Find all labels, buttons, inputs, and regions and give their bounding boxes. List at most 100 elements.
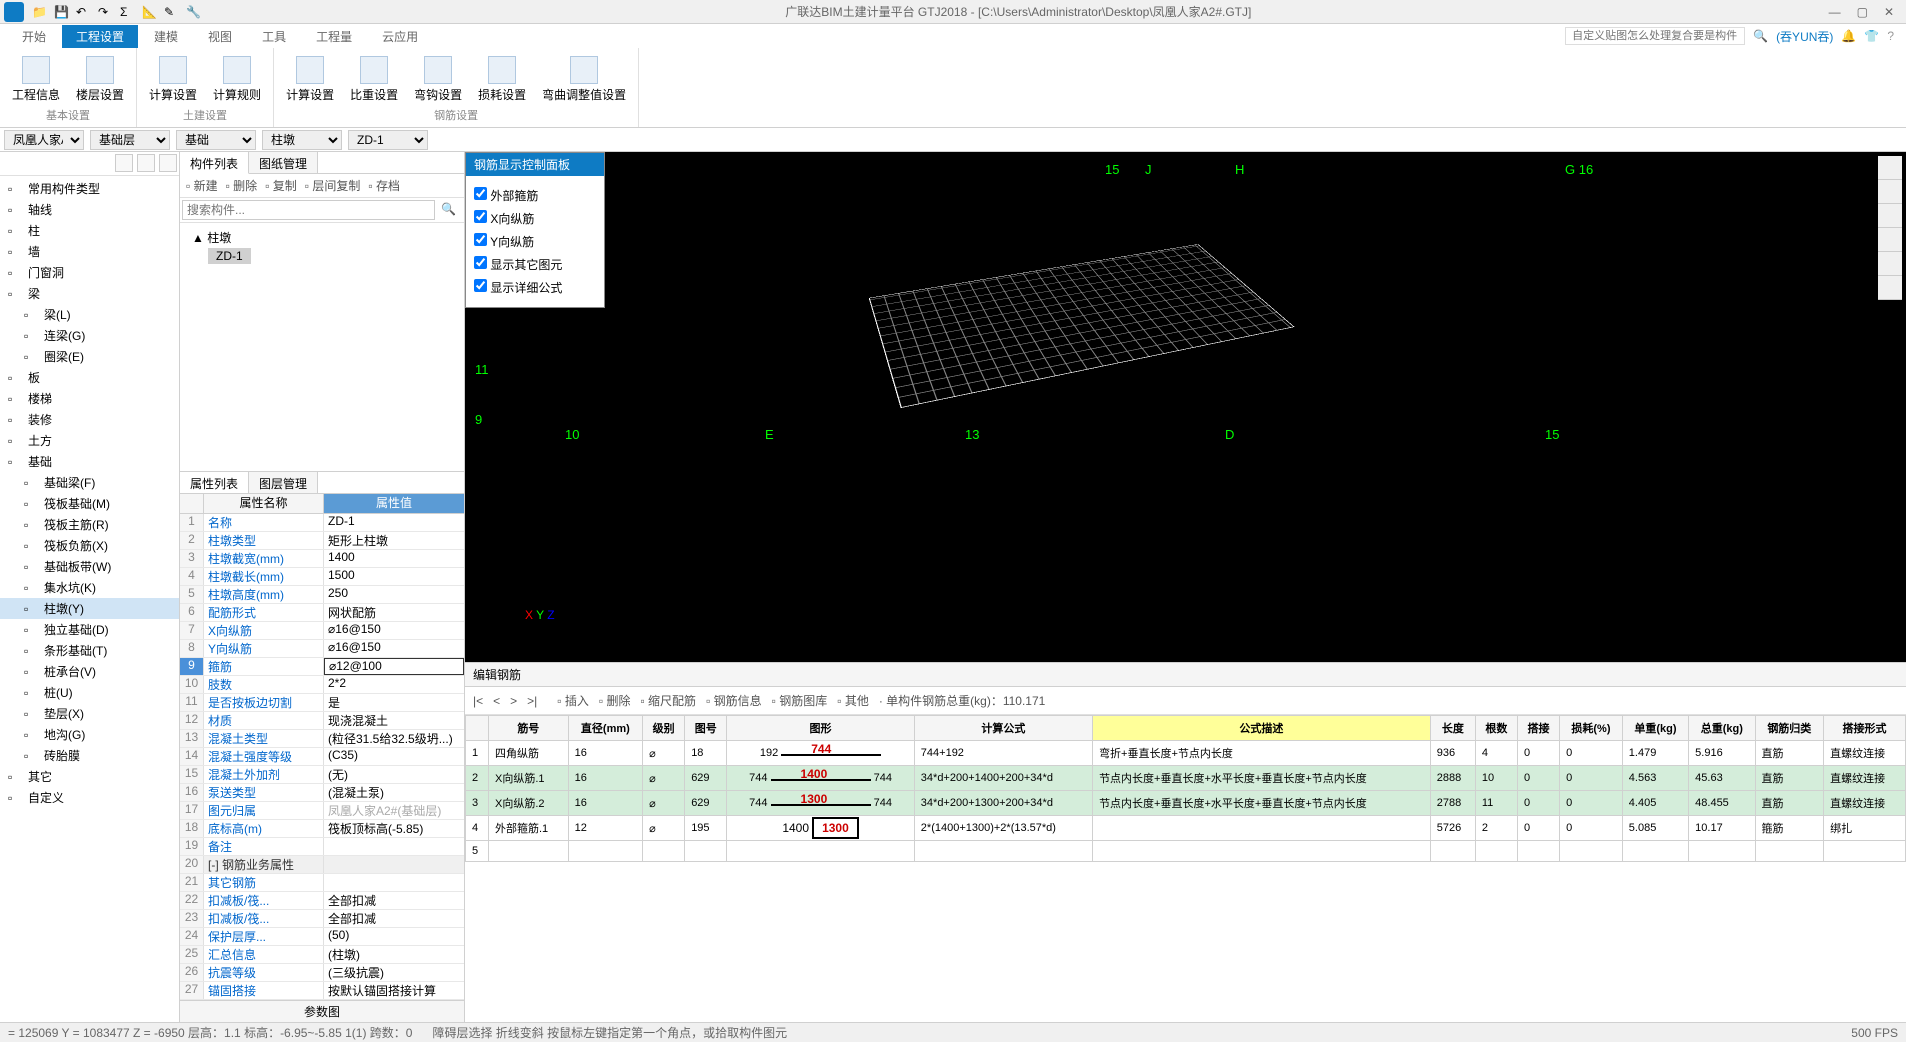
rebar-row[interactable]: 2X向纵筋.116⌀629744 1400 74434*d+200+1400+2… <box>466 766 1906 791</box>
prop-row[interactable]: 6配筋形式网状配筋 <box>180 604 464 622</box>
mid-tb-btn[interactable]: ▫ 层间复制 <box>305 177 361 194</box>
prop-row[interactable]: 13混凝土类型(粒径31.5给32.5级坍...) <box>180 730 464 748</box>
rebar-th[interactable]: 级别 <box>643 716 685 741</box>
search-icon[interactable]: 🔍 <box>435 200 462 220</box>
ribbon-tab-4[interactable]: 工具 <box>248 25 300 48</box>
project-select[interactable]: 凤凰人家A2# <box>4 130 84 150</box>
prop-row[interactable]: 3柱墩截宽(mm)1400 <box>180 550 464 568</box>
nav-item[interactable]: ▫基础 <box>0 451 179 472</box>
prop-row[interactable]: 19备注 <box>180 838 464 856</box>
prop-row[interactable]: 24 保护层厚...(50) <box>180 928 464 946</box>
param-diagram-button[interactable]: 参数图 <box>180 1000 464 1022</box>
nav-item[interactable]: ▫门窗洞 <box>0 262 179 283</box>
nav-tool-1[interactable] <box>115 154 133 172</box>
instance-select[interactable]: ZD-1 <box>348 130 428 150</box>
prop-row[interactable]: 10肢数2*2 <box>180 676 464 694</box>
ribbon-btn[interactable]: 弯曲调整值设置 <box>542 56 626 103</box>
prop-row[interactable]: 16泵送类型(混凝土泵) <box>180 784 464 802</box>
nav-item[interactable]: ▫独立基础(D) <box>0 619 179 640</box>
nav-item[interactable]: ▫板 <box>0 367 179 388</box>
nav-item[interactable]: ▫柱墩(Y) <box>0 598 179 619</box>
prop-row[interactable]: 23 扣减板/筏...全部扣减 <box>180 910 464 928</box>
prop-row[interactable]: 17图元归属凤凰人家A2#(基础层) <box>180 802 464 820</box>
rebar-tb-btn[interactable]: ▫ 缩尺配筋 <box>640 692 696 709</box>
search-input[interactable] <box>1565 27 1745 45</box>
rebar-th[interactable]: 计算公式 <box>914 716 1092 741</box>
type-select[interactable]: 柱墩 <box>262 130 342 150</box>
tab-props[interactable]: 属性列表 <box>180 472 249 493</box>
ribbon-btn[interactable]: 计算设置 <box>149 56 197 103</box>
rebar-nav[interactable]: < <box>493 694 500 708</box>
rebar-th[interactable]: 钢筋归类 <box>1755 716 1824 741</box>
tab-component-list[interactable]: 构件列表 <box>180 152 249 174</box>
nav-item[interactable]: ▫楼梯 <box>0 388 179 409</box>
nav-item[interactable]: ▫基础梁(F) <box>0 472 179 493</box>
ribbon-tab-3[interactable]: 视图 <box>194 25 246 48</box>
prop-row[interactable]: 14混凝土强度等级(C35) <box>180 748 464 766</box>
cp-checkbox[interactable]: X向纵筋 <box>474 207 596 230</box>
category-select[interactable]: 基础 <box>176 130 256 150</box>
rebar-nav[interactable]: |< <box>473 694 483 708</box>
rebar-tb-btn[interactable]: ▫ 钢筋信息 <box>706 692 762 709</box>
rebar-row[interactable]: 5 <box>466 841 1906 862</box>
ribbon-tab-0[interactable]: 开始 <box>8 25 60 48</box>
mid-tb-btn[interactable]: ▫ 删除 <box>226 177 258 194</box>
rebar-th[interactable]: 损耗(%) <box>1560 716 1623 741</box>
skin-icon[interactable]: 👕 <box>1864 29 1879 43</box>
nav-item[interactable]: ▫柱 <box>0 220 179 241</box>
prop-row[interactable]: 7X向纵筋⌀16@150 <box>180 622 464 640</box>
rebar-th[interactable]: 图形 <box>727 716 915 741</box>
viewport-toolbar[interactable] <box>1878 156 1902 300</box>
prop-row[interactable]: 22 扣减板/筏...全部扣减 <box>180 892 464 910</box>
rebar-th[interactable]: 单重(kg) <box>1622 716 1688 741</box>
viewport-3d[interactable]: 钢筋显示控制面板 外部箍筋 X向纵筋 Y向纵筋 显示其它图元 显示详细公式 15… <box>465 152 1906 662</box>
nav-item[interactable]: ▫地沟(G) <box>0 724 179 745</box>
rebar-row[interactable]: 1四角纵筋16⌀18192 744 744+192弯折+垂直长度+节点内长度93… <box>466 741 1906 766</box>
ribbon-btn[interactable]: 楼层设置 <box>76 56 124 103</box>
rebar-th[interactable]: 搭接 <box>1517 716 1559 741</box>
rebar-row[interactable]: 4外部箍筋.112⌀1951400 13002*(1400+1300)+2*(1… <box>466 816 1906 841</box>
ribbon-tab-5[interactable]: 工程量 <box>302 25 366 48</box>
cp-checkbox[interactable]: 显示其它图元 <box>474 253 596 276</box>
bell-icon[interactable]: 🔔 <box>1841 29 1856 43</box>
rebar-th[interactable] <box>466 716 489 741</box>
prop-row[interactable]: 8Y向纵筋⌀16@150 <box>180 640 464 658</box>
mid-tb-btn[interactable]: ▫ 新建 <box>186 177 218 194</box>
prop-row[interactable]: 12材质现浇混凝土 <box>180 712 464 730</box>
search-icon[interactable]: 🔍 <box>1753 29 1768 43</box>
rebar-tb-btn[interactable]: ▫ 其他 <box>837 692 869 709</box>
maximize-icon[interactable]: ▢ <box>1857 5 1868 19</box>
rebar-nav[interactable]: > <box>510 694 517 708</box>
nav-item[interactable]: ▫砖胎膜 <box>0 745 179 766</box>
rebar-tb-btn[interactable]: ▫ 删除 <box>599 692 631 709</box>
user-label[interactable]: (吞YUN吞) <box>1776 28 1833 45</box>
nav-item[interactable]: ▫条形基础(T) <box>0 640 179 661</box>
mid-tb-btn[interactable]: ▫ 复制 <box>265 177 297 194</box>
rebar-nav[interactable]: >| <box>527 694 537 708</box>
ribbon-btn[interactable]: 计算设置 <box>286 56 334 103</box>
prop-row[interactable]: 4柱墩截长(mm)1500 <box>180 568 464 586</box>
rebar-th[interactable]: 直径(mm) <box>568 716 642 741</box>
nav-tool-3[interactable] <box>159 154 177 172</box>
cp-checkbox[interactable]: 显示详细公式 <box>474 276 596 299</box>
nav-item[interactable]: ▫集水坑(K) <box>0 577 179 598</box>
rebar-tb-btn[interactable]: ▫ 钢筋图库 <box>772 692 828 709</box>
prop-row[interactable]: 27 锚固搭接按默认锚固搭接计算 <box>180 982 464 1000</box>
rebar-th[interactable]: 筋号 <box>489 716 569 741</box>
cp-checkbox[interactable]: 外部箍筋 <box>474 184 596 207</box>
rebar-th[interactable]: 总重(kg) <box>1689 716 1755 741</box>
nav-item[interactable]: ▫墙 <box>0 241 179 262</box>
nav-item[interactable]: ▫常用构件类型 <box>0 178 179 199</box>
tree-item-zd1[interactable]: ZD-1 <box>208 248 251 264</box>
help-icon[interactable]: ? <box>1887 29 1894 43</box>
floor-select[interactable]: 基础层 <box>90 130 170 150</box>
nav-item[interactable]: ▫桩承台(V) <box>0 661 179 682</box>
ribbon-btn[interactable]: 弯钩设置 <box>414 56 462 103</box>
minimize-icon[interactable]: — <box>1829 5 1841 19</box>
component-search[interactable] <box>182 200 435 220</box>
nav-item[interactable]: ▫垫层(X) <box>0 703 179 724</box>
nav-item[interactable]: ▫装修 <box>0 409 179 430</box>
rebar-row[interactable]: 3X向纵筋.216⌀629744 1300 74434*d+200+1300+2… <box>466 791 1906 816</box>
prop-row[interactable]: 20[-] 钢筋业务属性 <box>180 856 464 874</box>
nav-item[interactable]: ▫自定义 <box>0 787 179 808</box>
